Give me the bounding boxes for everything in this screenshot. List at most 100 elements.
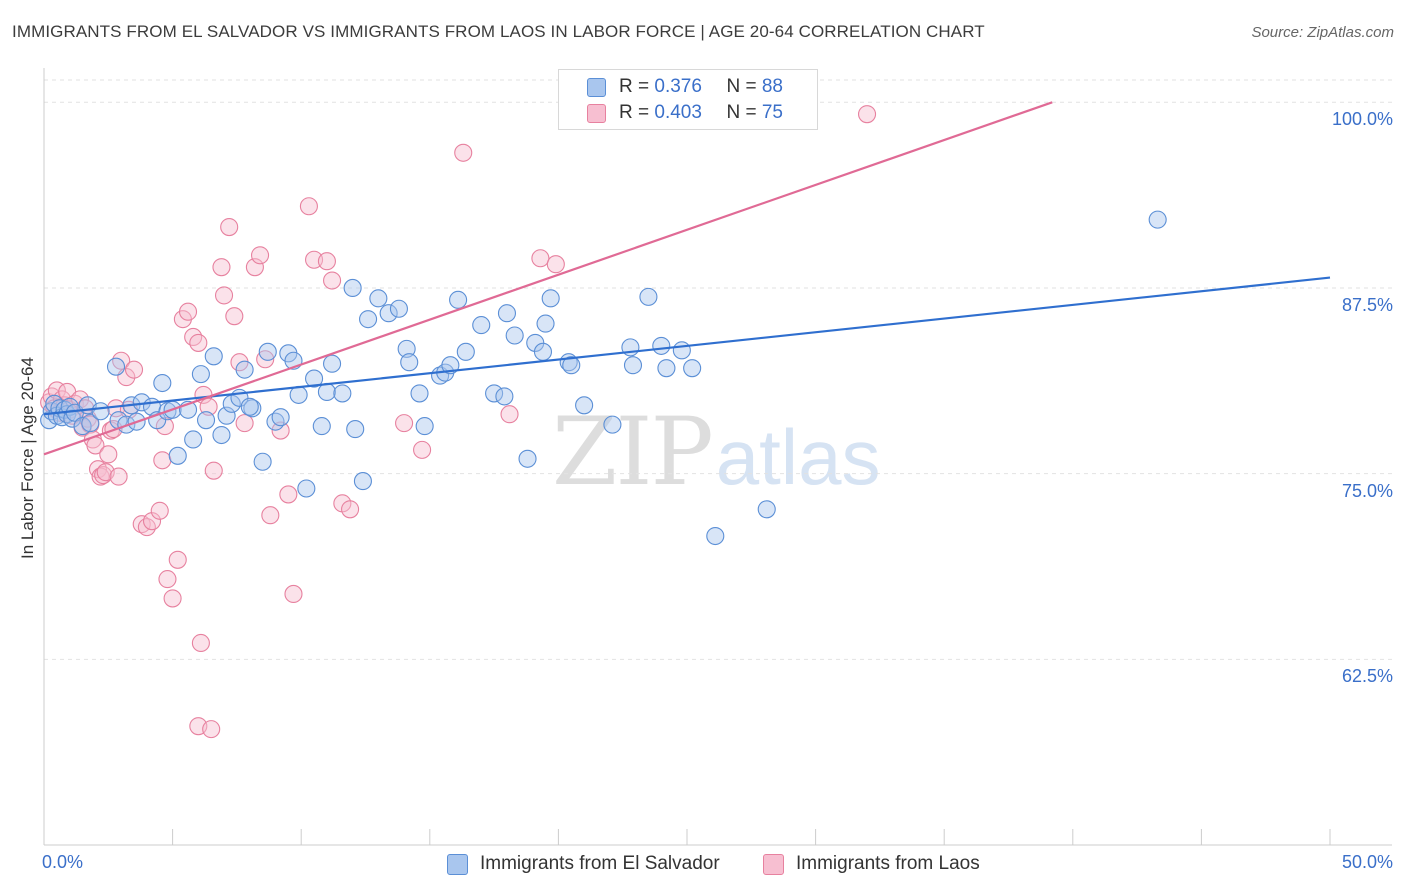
el-salvador-point <box>204 347 223 366</box>
el-salvador-point <box>81 414 100 433</box>
el-salvador-trend-line <box>43 276 1331 416</box>
el-salvador-point <box>575 396 594 415</box>
laos-point <box>199 397 218 416</box>
correlation-legend: R = 0.376 N = 88 R = 0.403 N = 75 <box>558 69 818 130</box>
el-salvador-point <box>518 449 537 468</box>
legend-n-value: 75 <box>761 102 783 123</box>
chart-title: IMMIGRANTS FROM EL SALVADOR VS IMMIGRANT… <box>12 22 985 41</box>
laos-point <box>137 518 156 537</box>
laos-point <box>235 414 254 433</box>
el-salvador-point <box>389 299 408 318</box>
laos-point <box>341 500 360 519</box>
laos-trend-line <box>43 101 1053 456</box>
el-salvador-point <box>410 384 429 403</box>
laos-point <box>202 720 221 739</box>
el-salvador-point <box>297 479 316 498</box>
legend-swatch-blue <box>447 854 468 875</box>
laos-point <box>531 249 550 268</box>
x-tick-label: 50.0% <box>1341 852 1393 872</box>
laos-point <box>261 506 280 525</box>
el-salvador-point <box>343 278 362 298</box>
y-axis-label: In Labor Force | Age 20-64 <box>18 357 37 559</box>
legend-r-label: R = <box>619 76 655 97</box>
laos-point <box>99 445 118 464</box>
source-credit: Source: ZipAtlas.com <box>1251 24 1394 41</box>
laos-point <box>212 258 231 277</box>
el-salvador-point <box>153 373 172 393</box>
laos-point <box>299 197 318 216</box>
el-salvador-point <box>346 420 365 439</box>
laos-point <box>153 451 172 470</box>
el-salvador-point <box>657 359 676 378</box>
el-salvador-point <box>184 430 203 449</box>
legend-n-label: N = <box>726 102 762 123</box>
el-salvador-point <box>317 382 336 401</box>
el-salvador-point <box>305 369 324 388</box>
laos-point <box>500 405 519 424</box>
el-salvador-point <box>1148 210 1167 229</box>
el-salvador-point <box>217 406 236 425</box>
el-salvador-point <box>258 342 277 361</box>
legend-label: Immigrants from Laos <box>796 853 980 874</box>
laos-point <box>413 440 432 459</box>
laos-point <box>124 360 144 379</box>
y-tick-label: 100.0% <box>1331 109 1393 130</box>
el-salvador-point <box>323 354 342 373</box>
y-tick-label: 75.0% <box>1341 480 1393 501</box>
el-salvador-point <box>497 304 517 323</box>
el-salvador-point <box>639 287 658 306</box>
el-salvador-point <box>706 526 725 546</box>
el-salvador-point <box>541 289 560 308</box>
el-salvador-point <box>533 342 553 361</box>
el-salvador-point <box>505 326 524 345</box>
laos-point <box>109 467 128 486</box>
laos-point <box>150 501 169 520</box>
el-salvador-point <box>441 356 460 375</box>
el-salvador-point <box>757 500 776 519</box>
laos-point <box>250 246 270 265</box>
el-salvador-point <box>449 290 468 309</box>
el-salvador-point <box>168 446 187 465</box>
laos-point <box>191 633 210 653</box>
el-salvador-point <box>106 357 126 376</box>
laos-point <box>256 350 275 369</box>
laos-point <box>132 515 151 534</box>
el-salvador-points <box>40 210 1167 546</box>
laos-point <box>184 327 203 347</box>
legend-n-label: N = <box>726 76 762 97</box>
laos-point <box>857 105 877 124</box>
el-salvador-point <box>472 316 491 335</box>
legend-r-label: R = <box>619 102 655 123</box>
el-salvador-point <box>212 425 231 445</box>
laos-point <box>94 466 113 485</box>
el-salvador-point <box>397 339 416 358</box>
el-salvador-point <box>603 415 622 434</box>
el-salvador-point <box>652 336 671 355</box>
el-salvador-point <box>415 417 434 436</box>
watermark: ZIPatlas <box>552 398 880 507</box>
laos-point <box>112 351 131 370</box>
legend-label: Immigrants from El Salvador <box>480 853 720 874</box>
el-salvador-point <box>536 314 555 333</box>
legend-swatch-blue <box>587 78 606 97</box>
laos-point <box>225 307 244 326</box>
el-salvador-point <box>191 365 210 384</box>
el-salvador-point <box>91 402 110 421</box>
el-salvador-point <box>289 385 308 404</box>
el-salvador-point <box>240 397 259 416</box>
laos-point <box>454 143 473 162</box>
laos-point <box>168 550 187 569</box>
laos-point <box>271 421 290 440</box>
laos-point <box>189 333 208 352</box>
laos-point <box>142 512 162 531</box>
laos-point <box>395 414 414 433</box>
el-salvador-point <box>495 387 514 406</box>
laos-point <box>204 461 223 480</box>
laos-point <box>214 286 234 305</box>
el-salvador-point <box>562 356 581 375</box>
watermark-zip: ZIP <box>552 398 714 507</box>
legend-swatch-pink <box>587 104 606 123</box>
laos-point <box>323 271 342 290</box>
laos-point <box>163 589 182 608</box>
